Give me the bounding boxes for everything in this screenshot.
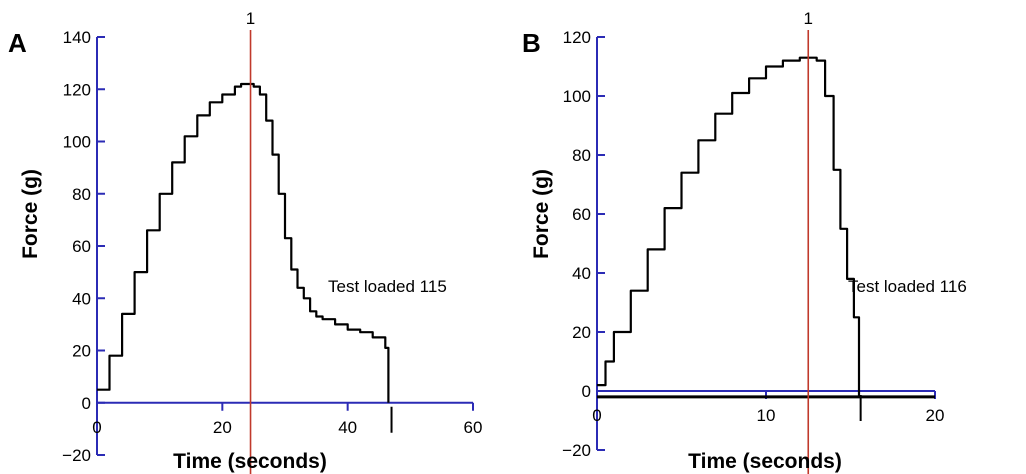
panel-b-x-axis-title: Time (seconds) — [688, 450, 842, 473]
panel-a-x-tick-label: 40 — [338, 418, 357, 437]
panel-b-y-tick-label: 0 — [582, 382, 591, 401]
panel-b-letter: B — [522, 28, 541, 58]
panel-b-y-tick-label: 120 — [563, 28, 591, 47]
panel-a-y-axis-title: Force (g) — [19, 169, 42, 259]
panel-a-x-tick-label: 20 — [213, 418, 232, 437]
panel-b-force-curve — [597, 58, 859, 397]
panel-a-x-axis-title: Time (seconds) — [173, 450, 327, 473]
panel-b-y-tick-label: 100 — [563, 87, 591, 106]
panel-a-letter: A — [8, 28, 27, 58]
panel-a-y-tick-label: −20 — [62, 446, 91, 465]
panel-a-marker-label: 1 — [246, 9, 255, 28]
panel-a-y-tick-label: 40 — [72, 289, 91, 308]
panel-b-x-tick-label: 20 — [926, 406, 945, 425]
panel-b-marker-label: 1 — [804, 9, 813, 28]
panel-b-x-tick-label: 0 — [592, 406, 601, 425]
panel-a-y-tick-label: 80 — [72, 185, 91, 204]
panel-a-y-tick-label: 60 — [72, 237, 91, 256]
panel-a-x-axis: 0 20 40 60 — [92, 403, 482, 437]
panel-b-y-tick-label: 80 — [572, 146, 591, 165]
panel-b-y-axis-title: Force (g) — [530, 169, 553, 259]
panel-a-annotation: Test loaded 115 — [328, 277, 447, 296]
panel-a-y-tick-label: 120 — [63, 80, 91, 99]
panel-a-x-tick-label: 0 — [92, 418, 101, 437]
panel-a-y-tick-label: 20 — [72, 342, 91, 361]
panel-a-y-tick-label: 100 — [63, 133, 91, 152]
panel-b-y-tick-label: −20 — [562, 441, 591, 460]
panel-b-plot-area: 1 — [597, 9, 935, 474]
panel-b-y-tick-label: 40 — [572, 264, 591, 283]
panel-a-y-tick-label: 140 — [63, 28, 91, 47]
panel-b-annotation: Test loaded 116 — [848, 277, 967, 296]
panel-b-y-tick-label: 20 — [572, 323, 591, 342]
panel-a-x-tick-label: 60 — [464, 418, 483, 437]
panel-a-y-tick-label: 0 — [82, 394, 91, 413]
panel-b-y-tick-label: 60 — [572, 205, 591, 224]
panel-a-force-curve — [97, 84, 388, 403]
panel-b-x-tick-label: 10 — [757, 406, 776, 425]
